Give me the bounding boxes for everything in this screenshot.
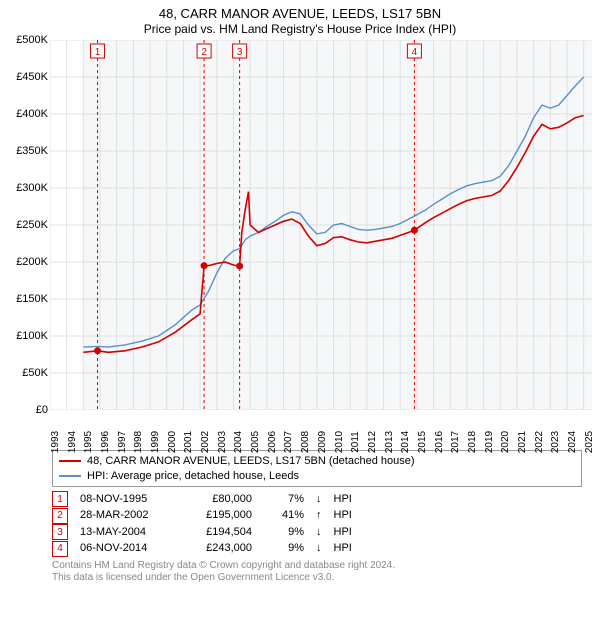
transaction-price: £194,504 [182,524,252,541]
arrow-icon: ↓ [316,524,322,541]
transaction-vs: HPI [334,491,352,508]
svg-text:4: 4 [412,47,418,58]
legend-label: 48, CARR MANOR AVENUE, LEEDS, LS17 5BN (… [87,454,415,468]
x-tick-label: 2001 [183,431,194,453]
x-tick-label: 2000 [167,431,178,453]
legend-item: 48, CARR MANOR AVENUE, LEEDS, LS17 5BN (… [59,454,575,468]
arrow-icon: ↑ [316,507,322,524]
attribution-line: Contains HM Land Registry data © Crown c… [52,560,582,573]
x-tick-label: 2015 [417,431,428,453]
chart-svg: 1 2 3 4 [50,40,592,410]
x-tick-label: 2010 [334,431,345,453]
transaction-price: £195,000 [182,507,252,524]
transaction-price: £243,000 [182,540,252,557]
x-tick-label: 2021 [517,431,528,453]
y-tick-label: £500K [8,34,48,46]
transaction-price: £80,000 [182,491,252,508]
x-axis-labels: 1993199419951996199719981999200020012002… [50,412,584,446]
transaction-vs: HPI [334,540,352,557]
transaction-pct: 7% [264,491,304,508]
legend-swatch [59,475,81,477]
chart-container: 48, CARR MANOR AVENUE, LEEDS, LS17 5BN P… [0,0,600,620]
table-row: 1 08-NOV-1995 £80,000 7% ↓ HPI [52,491,582,508]
x-tick-label: 1999 [150,431,161,453]
x-tick-label: 2012 [367,431,378,453]
svg-text:3: 3 [237,47,243,58]
legend-swatch [59,460,81,462]
x-tick-label: 2002 [200,431,211,453]
legend-item: HPI: Average price, detached house, Leed… [59,469,575,483]
attribution: Contains HM Land Registry data © Crown c… [52,560,582,585]
legend-box: 48, CARR MANOR AVENUE, LEEDS, LS17 5BN (… [52,450,582,487]
page-subtitle: Price paid vs. HM Land Registry's House … [8,22,592,36]
transaction-date: 28-MAR-2002 [80,507,170,524]
svg-text:2: 2 [201,47,207,58]
x-tick-label: 2009 [317,431,328,453]
x-tick-label: 1994 [67,431,78,453]
legend-label: HPI: Average price, detached house, Leed… [87,469,299,483]
y-tick-label: £0 [8,404,48,416]
x-tick-label: 2005 [250,431,261,453]
transaction-vs: HPI [334,507,352,524]
x-tick-label: 1995 [83,431,94,453]
x-tick-label: 1997 [117,431,128,453]
x-tick-label: 2006 [267,431,278,453]
x-tick-label: 2003 [217,431,228,453]
page-title: 48, CARR MANOR AVENUE, LEEDS, LS17 5BN [8,6,592,22]
x-tick-label: 1996 [100,431,111,453]
table-row: 2 28-MAR-2002 £195,000 41% ↑ HPI [52,507,582,524]
transaction-marker: 1 [52,491,68,507]
y-tick-label: £150K [8,293,48,305]
y-tick-label: £250K [8,219,48,231]
table-row: 4 06-NOV-2014 £243,000 9% ↓ HPI [52,540,582,557]
table-row: 3 13-MAY-2004 £194,504 9% ↓ HPI [52,524,582,541]
transaction-marker: 3 [52,524,68,540]
svg-text:1: 1 [95,47,101,58]
x-tick-label: 2004 [233,431,244,453]
x-tick-label: 2022 [534,431,545,453]
transaction-pct: 41% [264,507,304,524]
x-tick-label: 2007 [283,431,294,453]
x-tick-label: 2016 [434,431,445,453]
transaction-date: 08-NOV-1995 [80,491,170,508]
x-tick-label: 2020 [500,431,511,453]
y-tick-label: £200K [8,256,48,268]
transaction-table: 1 08-NOV-1995 £80,000 7% ↓ HPI 2 28-MAR-2002 £19… [52,491,582,557]
y-tick-label: £400K [8,108,48,120]
x-tick-label: 2023 [550,431,561,453]
x-tick-label: 1993 [50,431,61,453]
transaction-marker: 4 [52,541,68,557]
transaction-date: 13-MAY-2004 [80,524,170,541]
transaction-pct: 9% [264,524,304,541]
y-tick-label: £350K [8,145,48,157]
transaction-vs: HPI [334,524,352,541]
x-tick-label: 2011 [350,431,361,453]
x-tick-label: 1998 [133,431,144,453]
x-tick-label: 2008 [300,431,311,453]
x-tick-label: 2017 [450,431,461,453]
chart-plot-area: 1 2 3 4 [50,40,584,410]
arrow-icon: ↓ [316,540,322,557]
x-tick-label: 2024 [567,431,578,453]
y-tick-label: £450K [8,71,48,83]
arrow-icon: ↓ [316,491,322,508]
y-tick-label: £100K [8,330,48,342]
x-tick-label: 2019 [484,431,495,453]
attribution-line: This data is licensed under the Open Gov… [52,572,582,585]
y-tick-label: £50K [8,367,48,379]
x-tick-label: 2018 [467,431,478,453]
x-tick-label: 2025 [584,431,595,453]
transaction-pct: 9% [264,540,304,557]
y-tick-label: £300K [8,182,48,194]
transaction-marker: 2 [52,508,68,524]
transaction-date: 06-NOV-2014 [80,540,170,557]
x-tick-label: 2013 [384,431,395,453]
x-tick-label: 2014 [400,431,411,453]
